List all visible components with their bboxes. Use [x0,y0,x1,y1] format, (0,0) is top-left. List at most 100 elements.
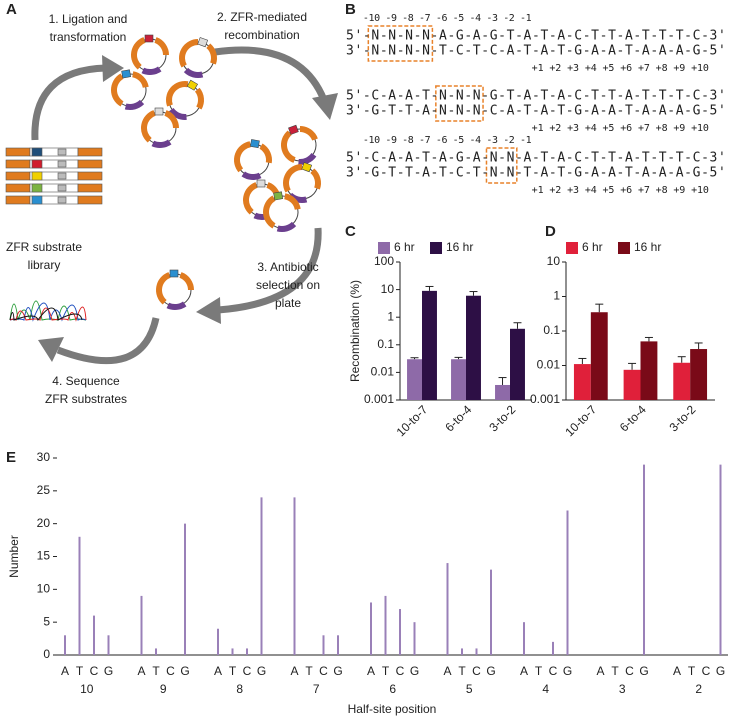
x-axis-label: Half-site position [348,702,437,716]
variant [31,183,43,193]
base-label: C [319,664,328,678]
base-label: A [214,664,222,678]
base-label: C [166,664,175,678]
variant [31,195,43,205]
bar [673,362,691,400]
base-label: A [290,664,298,678]
plasmid-insert [197,37,209,48]
plasmid-marker [241,171,262,180]
x-tick-label: 3-to-2 [486,402,518,434]
vector-part [5,183,31,193]
bottom-strand: 3'-G-T-T-A-T-C-T-N-N-T-A-T-G-A-A-T-A-A-A… [346,166,726,181]
panel-label: B [345,1,356,18]
vector-part [77,183,103,193]
vector-part [5,171,31,181]
y-tick-label: 0.1 [377,337,394,351]
randomized-box [367,25,434,62]
library-label: library [28,258,61,272]
bar [510,328,525,400]
y-tick-label: 5 [43,614,50,628]
base-label: A [596,664,604,678]
base-label: C [625,664,634,678]
plasmid-backbone [111,73,124,107]
plasmid-insert [169,269,179,278]
variant [31,159,43,169]
position-numbers: +1 +2 +3 +4 +5 +6 +7 +8 +9 +10 [532,63,709,74]
y-tick-label: 1 [553,289,560,303]
plasmid-insert [186,79,199,91]
x-tick-label: 6-to-4 [442,402,474,434]
arrow [217,227,322,314]
base-label: C [472,664,481,678]
bar [690,349,708,400]
base-label: T [458,664,466,678]
trace [9,300,87,321]
x-tick-label: 3-to-2 [666,402,698,434]
arrow-head [102,55,124,82]
x-tick-label: 6-to-4 [617,402,649,434]
bar [407,359,422,400]
position-numbers: +1 +2 +3 +4 +5 +6 +7 +8 +9 +10 [532,185,709,196]
legend-label: 16 hr [446,240,473,254]
chromatogram [9,300,87,322]
randomized-boxes [367,25,518,184]
arrow-head [196,297,221,324]
plasmid-backbone [131,71,149,89]
plasmid [141,107,179,148]
plasmid-marker [298,152,317,165]
spacer [57,172,67,180]
arrow [31,64,107,141]
step-label: transformation [50,30,127,44]
plasmids [111,34,321,310]
plasmid-marker [168,107,187,120]
plasmid-marker [124,99,145,110]
plasmid [156,269,194,310]
group-label: 4 [542,682,549,696]
group-label: 3 [619,682,626,696]
y-tick-label: 0.001 [530,392,560,406]
plasmid-backbone [131,37,146,70]
bar [640,341,658,400]
plasmid-backbone [281,130,296,163]
plasmid [166,79,204,120]
plasmid-backbone [164,110,179,129]
plasmid [179,37,217,78]
spacer [57,148,67,156]
base-label: G [257,664,266,678]
legend-swatch [430,242,442,254]
y-tick-label: 0.001 [364,392,394,406]
vector-part [77,147,103,157]
bottom-strand: 3'-G-T-T-A-N-N-N-C-A-T-A-T-G-A-A-T-A-A-A… [346,104,726,119]
base-label: T [229,664,237,678]
vector-part [5,147,31,157]
spacer [57,196,67,204]
step-label: 2. ZFR-mediated [217,10,307,24]
base-label: G [716,664,725,678]
plasmid [281,124,318,165]
y-tick-label: 0.01 [537,358,561,372]
variant [31,171,43,181]
arrow [56,317,160,365]
plasmid-insert [256,179,266,188]
base-label: T [535,664,543,678]
legend-swatch [378,242,390,254]
plasmid-backbone [263,195,276,229]
group-label: 8 [236,682,243,696]
step-label: 1. Ligation and [49,12,128,26]
y-tick-label: 20 [37,516,51,530]
plasmid-insert [144,34,154,43]
vector-part [5,195,31,205]
base-label: G [486,664,495,678]
cycle-arrows [31,46,338,365]
base-label: T [382,664,390,678]
plasmid-marker [276,221,297,232]
panel-label: A [6,1,17,18]
base-label: A [61,664,69,678]
panel-label: E [6,449,16,466]
trace [9,307,83,322]
base-label: C [396,664,405,678]
y-tick-label: 1 [387,309,394,323]
plasmid-insert [273,191,284,201]
y-tick-label: 25 [37,483,51,497]
